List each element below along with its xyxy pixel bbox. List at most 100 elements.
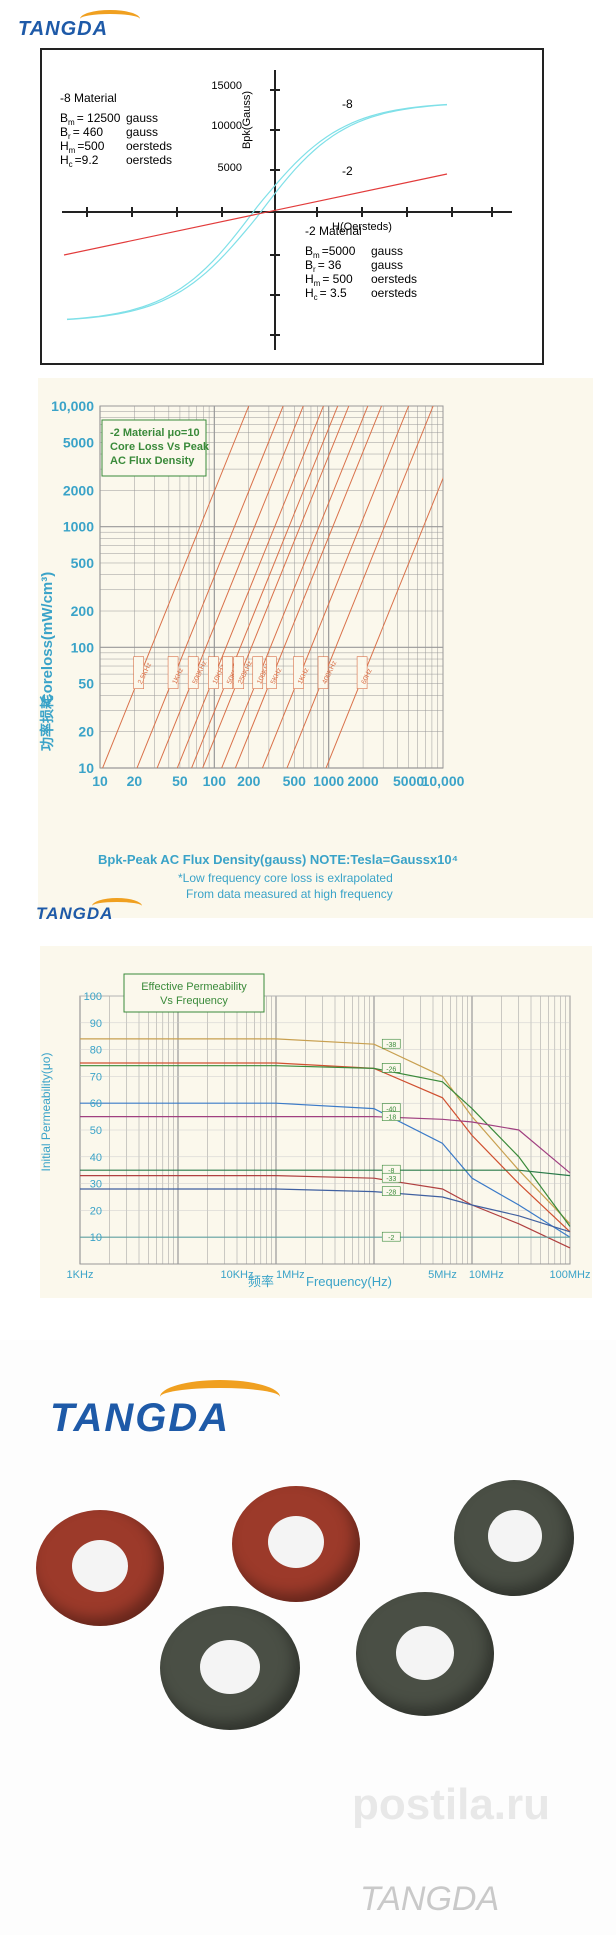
brand-logo: TANGDA bbox=[18, 10, 158, 42]
core-loss-y-tick: 5000 bbox=[63, 434, 94, 450]
toroid-core-gray-2 bbox=[160, 1606, 300, 1730]
core-loss-y-tick: 500 bbox=[71, 555, 95, 571]
core-loss-legend-box bbox=[101, 419, 207, 477]
core-loss-legend-line-2: Core Loss Vs Peak bbox=[110, 441, 210, 453]
m2-row-0: Bm =5000 bbox=[305, 244, 356, 260]
core-loss-x-axis-label: Bpk-Peak AC Flux Density(gauss) NOTE:Tes… bbox=[98, 852, 458, 867]
logo-swoosh-middle bbox=[92, 898, 142, 914]
core-loss-y-tick: 100 bbox=[71, 639, 95, 655]
bh-ytick-15000: 15000 bbox=[211, 80, 242, 92]
m2-value: = 36 bbox=[318, 258, 342, 272]
permeability-series-label: -2 bbox=[388, 1235, 394, 1242]
core-loss-line bbox=[156, 406, 304, 768]
permeability-x-tick: 10MHz bbox=[469, 1269, 504, 1281]
core-loss-x-tick: 2000 bbox=[348, 773, 379, 789]
bh-x-axis-label: H(Oersteds) bbox=[332, 221, 392, 233]
permeability-legend-line-2: Vs Frequency bbox=[160, 995, 228, 1007]
core-loss-line-label-box bbox=[187, 656, 199, 689]
m8-row-2: Hm =500 bbox=[60, 139, 105, 155]
core-loss-line bbox=[325, 476, 443, 768]
product-logo-text: TANGDA bbox=[50, 1396, 231, 1440]
core-loss-note-line-1: *Low frequency core loss is exlrapolated bbox=[178, 871, 393, 885]
core-loss-line-label-box bbox=[317, 656, 329, 689]
core-loss-line-label-box bbox=[133, 656, 144, 689]
permeability-y-tick: 20 bbox=[90, 1205, 102, 1217]
m2-sub: m bbox=[314, 279, 321, 288]
permeability-x-tick: 1KHz bbox=[67, 1269, 94, 1281]
permeability-y-tick: 30 bbox=[90, 1179, 102, 1191]
m2-unit-0: gauss bbox=[371, 244, 403, 258]
permeability-chart: -38-52-26-40-18-8-33-28-2 10090807060504… bbox=[39, 973, 591, 1289]
permeability-y-tick: 50 bbox=[90, 1125, 102, 1137]
permeability-x-tick: 5MHz bbox=[428, 1269, 457, 1281]
permeability-series-label-box bbox=[381, 1038, 401, 1049]
core-loss-line bbox=[234, 406, 382, 768]
toroid-core-red-2 bbox=[232, 1486, 360, 1602]
core-loss-line-label-box bbox=[222, 656, 233, 689]
core-loss-x-tick: 50 bbox=[172, 773, 188, 789]
m2-unit-2: oersteds bbox=[371, 272, 417, 286]
m2-sym: B bbox=[305, 244, 313, 258]
core-loss-x-tick: 5000 bbox=[393, 773, 424, 789]
permeability-series-label-box bbox=[381, 1172, 401, 1183]
core-loss-legend-line-3: AC Flux Density bbox=[110, 455, 195, 467]
permeability-line bbox=[80, 1116, 571, 1174]
m8-row-1: Br = 460 bbox=[60, 125, 103, 141]
core-loss-x-tick: 10,000 bbox=[422, 773, 465, 789]
bh-curve-label-m8: -8 bbox=[342, 97, 353, 111]
toroid-core-red-1 bbox=[36, 1510, 164, 1626]
product-photo: TANGDA TANGDA postila.ru bbox=[0, 1340, 616, 1935]
permeability-series-label: -18 bbox=[386, 1115, 396, 1122]
m2-row-1: Br = 36 bbox=[305, 258, 342, 274]
m2-unit-3: oersteds bbox=[371, 286, 417, 300]
core-loss-line bbox=[261, 406, 410, 768]
core-loss-x-tick: 100 bbox=[203, 773, 227, 789]
permeability-series-label: -38 bbox=[386, 1042, 396, 1049]
permeability-x-tick: 10KHz bbox=[220, 1269, 253, 1281]
permeability-line bbox=[80, 1188, 571, 1233]
m8-sym: H bbox=[60, 153, 69, 167]
core-loss-line bbox=[221, 406, 369, 768]
permeability-y-tick: 60 bbox=[90, 1098, 102, 1110]
product-logo-swoosh bbox=[160, 1380, 280, 1414]
m8-unit-3: oersteds bbox=[126, 153, 172, 167]
permeability-series-label: -8 bbox=[388, 1168, 394, 1175]
permeability-y-tick: 90 bbox=[90, 1018, 102, 1030]
m2-value: = 500 bbox=[322, 272, 353, 286]
permeability-series-label: -28 bbox=[386, 1190, 396, 1197]
bh-ytick-10000: 10000 bbox=[211, 120, 242, 132]
core-loss-x-tick: 1000 bbox=[313, 773, 344, 789]
permeability-y-tick: 70 bbox=[90, 1071, 102, 1083]
bh-curve-panel: 15000 10000 5000 Bpk(Gauss) H(Oersteds) … bbox=[40, 48, 544, 365]
brand-logo-middle: TANGDA bbox=[36, 898, 156, 924]
core-loss-line bbox=[191, 406, 339, 768]
m8-value: = 460 bbox=[73, 125, 104, 139]
core-loss-line bbox=[176, 406, 324, 768]
m2-value: =5000 bbox=[322, 244, 356, 258]
bh-y-axis-label: Bpk(Gauss) bbox=[241, 91, 253, 149]
permeability-y-tick: 10 bbox=[90, 1232, 102, 1244]
permeability-series-label: -40 bbox=[386, 1107, 396, 1114]
core-loss-y-tick: 2000 bbox=[63, 482, 94, 498]
core-loss-line-label-box bbox=[266, 656, 277, 689]
product-logo: TANGDA bbox=[50, 1380, 290, 1440]
permeability-panel: -38-52-26-40-18-8-33-28-2 10090807060504… bbox=[39, 946, 592, 1298]
core-loss-line bbox=[286, 406, 434, 768]
m8-sub: r bbox=[68, 132, 71, 141]
permeability-x-tick: 100MHz bbox=[550, 1269, 591, 1281]
logo-swoosh bbox=[80, 10, 140, 28]
core-loss-y-tick: 200 bbox=[71, 603, 95, 619]
bh-curve-label-m2: -2 bbox=[342, 164, 353, 178]
brand-logo-middle-text: TANGDA bbox=[36, 904, 114, 923]
bh-curve-m8 bbox=[66, 104, 448, 321]
permeability-series-label-box bbox=[381, 1231, 401, 1242]
permeability-x-axis-label-cn: 频率 bbox=[248, 1274, 274, 1289]
m2-row-2: Hm = 500 bbox=[305, 272, 353, 288]
permeability-series-label-box bbox=[381, 1186, 401, 1196]
core-loss-line-label-box bbox=[252, 656, 264, 689]
core-loss-line bbox=[102, 406, 250, 768]
permeability-line bbox=[80, 1169, 571, 1177]
core-loss-line bbox=[202, 406, 350, 768]
core-loss-x-tick: 20 bbox=[127, 773, 143, 789]
core-loss-x-tick: 500 bbox=[283, 773, 307, 789]
